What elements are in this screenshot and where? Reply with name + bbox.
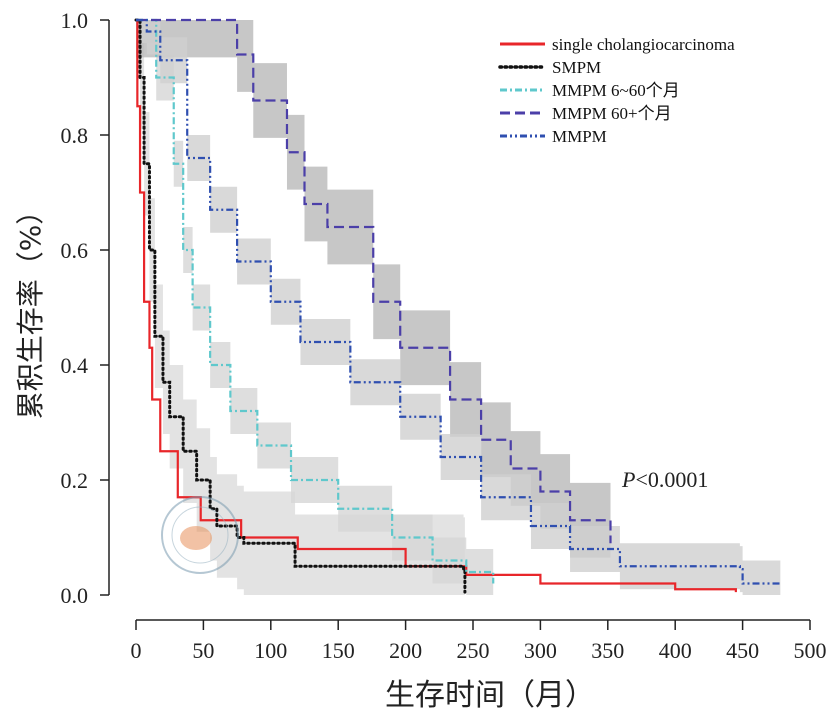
legend-label-0: single cholangiocarcinoma — [552, 35, 735, 54]
p-value-annotation: P<0.0001 — [621, 467, 708, 492]
series-line-1 — [134, 18, 467, 594]
series-line-3 — [136, 18, 612, 544]
axes: 0 50 100 150 200 250 300 350 400 450 500 0.0 0.2 0.4 0… — [61, 8, 827, 663]
legend-label-1: SMPM — [552, 58, 601, 77]
y-axis-label: 累积生存率（%） — [14, 197, 47, 420]
x-tick-label: 350 — [591, 638, 624, 663]
ci-band-4 — [136, 20, 781, 595]
y-tick-label: 1.0 — [61, 8, 89, 33]
y-tick-label: 0.4 — [61, 353, 89, 378]
series-line-4 — [136, 18, 781, 585]
x-tick-label: 250 — [457, 638, 490, 663]
legend-label-2: MMPM 6~60个月 — [552, 81, 680, 100]
y-tick-label: 0.2 — [61, 468, 89, 493]
x-axis-label: 生存时间（月） — [385, 678, 595, 713]
x-tick-label: 200 — [389, 638, 422, 663]
x-tick-label: 100 — [254, 638, 287, 663]
watermark-seal-icon — [161, 496, 239, 574]
x-tick-label: 300 — [524, 638, 557, 663]
x-tick-label: 150 — [322, 638, 355, 663]
series-line-2 — [136, 18, 495, 584]
y-tick-label: 0.6 — [61, 238, 89, 263]
legend-label-4: MMPM — [552, 127, 607, 146]
x-tick-label: 450 — [726, 638, 759, 663]
legend-label-3: MMPM 60+个月 — [552, 104, 672, 123]
x-tick-label: 0 — [131, 638, 142, 663]
x-tick-label: 50 — [192, 638, 214, 663]
confidence-bands — [136, 20, 781, 595]
x-tick-label: 400 — [659, 638, 692, 663]
y-tick-label: 0.8 — [61, 123, 89, 148]
y-tick-label: 0.0 — [61, 583, 89, 608]
legend: single cholangiocarcinoma SMPM MMPM 6~60个月… — [498, 35, 735, 146]
x-tick-label: 500 — [794, 638, 827, 663]
